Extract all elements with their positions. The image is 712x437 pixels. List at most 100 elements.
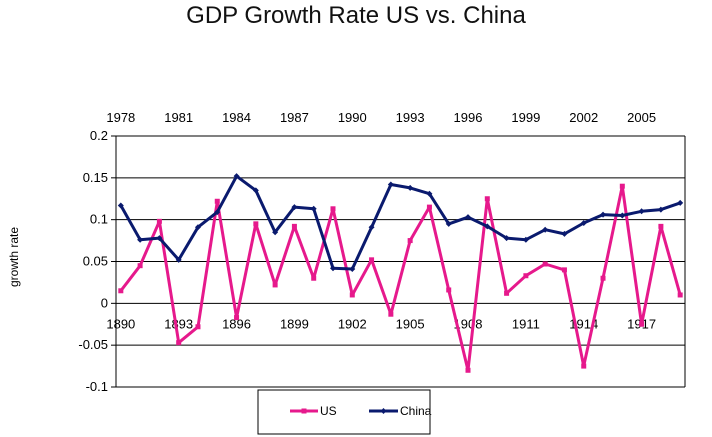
legend: US China — [257, 389, 432, 435]
us-data-point — [118, 288, 124, 294]
us-data-point — [137, 263, 143, 269]
china-data-point — [252, 187, 259, 194]
x-top-tick-label: 1993 — [396, 110, 425, 125]
y-axis-label: growth rate — [7, 227, 21, 287]
china-data-point — [522, 236, 529, 243]
x-bottom-tick-label: 1905 — [396, 316, 425, 331]
us-data-point — [619, 183, 625, 189]
x-top-tick-label: 1999 — [511, 110, 540, 125]
us-data-point — [176, 340, 182, 346]
china-data-point — [407, 184, 414, 191]
china-data-point — [214, 209, 221, 216]
china-data-point — [387, 181, 394, 188]
us-data-point — [234, 315, 240, 321]
china-data-point — [580, 220, 587, 227]
us-data-point — [272, 282, 278, 288]
us-series-line — [119, 184, 682, 372]
x-top-tick-label: 1996 — [454, 110, 483, 125]
us-data-point — [407, 238, 413, 244]
us-data-point — [311, 275, 317, 281]
china-data-point — [329, 265, 336, 272]
x-bottom-tick-label: 1893 — [164, 316, 193, 331]
axes — [111, 135, 686, 388]
china-data-point — [619, 212, 626, 219]
china-data-point — [638, 208, 645, 215]
x-top-tick-label: 1990 — [338, 110, 367, 125]
x-bottom-tick-label: 1902 — [338, 316, 367, 331]
us-data-point — [369, 257, 375, 263]
us-data-point — [388, 311, 394, 317]
china-data-point — [175, 256, 182, 263]
us-data-point — [523, 273, 529, 279]
y-tick-label: -0.05 — [78, 337, 108, 352]
legend-marker-us — [301, 408, 307, 414]
china-data-point — [194, 224, 201, 231]
china-data-point — [310, 205, 317, 212]
china-data-point — [349, 266, 356, 273]
china-data-point — [600, 211, 607, 218]
china-data-point — [137, 236, 144, 243]
us-data-point — [561, 267, 567, 273]
us-data-point — [639, 321, 645, 327]
china-data-point — [156, 235, 163, 242]
us-data-point — [658, 223, 664, 229]
x-bottom-tick-label: 1896 — [222, 316, 251, 331]
china-data-point — [233, 173, 240, 180]
china-data-point — [677, 199, 684, 206]
us-data-point — [214, 198, 220, 204]
china-data-point — [272, 229, 279, 236]
y-tick-label: 0.05 — [83, 254, 108, 269]
gridlines — [116, 135, 685, 388]
us-data-point — [156, 218, 162, 224]
china-data-point — [657, 206, 664, 213]
y-tick-label: 0.15 — [83, 170, 108, 185]
us-data-point — [484, 196, 490, 202]
us-data-point — [465, 367, 471, 373]
us-data-point — [504, 290, 510, 296]
x-bottom-tick-label: 1911 — [512, 316, 540, 331]
china-data-point — [465, 214, 472, 221]
y-tick-label: 0.1 — [90, 212, 108, 227]
china-data-point — [426, 190, 433, 197]
y-tick-labels: 0.2 0.15 0.1 0.05 0 -0.05 -0.1 — [78, 128, 108, 394]
us-data-point — [581, 363, 587, 369]
x-top-tick-label: 1978 — [106, 110, 135, 125]
y-tick-label: -0.1 — [86, 379, 108, 394]
us-data-point — [677, 292, 683, 298]
us-data-point — [446, 287, 452, 293]
x-top-tick-label: 2005 — [627, 110, 656, 125]
series-lines — [117, 173, 684, 373]
us-data-point — [195, 324, 201, 330]
china-data-point — [561, 230, 568, 237]
x-top-tick-label: 1984 — [222, 110, 251, 125]
x-top-tick-label: 2002 — [569, 110, 598, 125]
legend-label-china: China — [400, 404, 432, 418]
china-data-point — [503, 235, 510, 242]
legend-label-us: US — [320, 404, 337, 418]
us-data-point — [426, 204, 432, 210]
y-tick-label: 0 — [101, 295, 108, 310]
china-data-point — [368, 224, 375, 231]
us-data-point — [291, 223, 297, 229]
x-top-tick-labels: 1978 1981 1984 1987 1990 1993 1996 1999 2002 2005 — [106, 110, 656, 125]
chart-title: GDP Growth Rate US vs. China — [186, 2, 526, 29]
us-data-point — [330, 206, 336, 212]
x-bottom-tick-label: 1890 — [106, 316, 135, 331]
us-data-point — [349, 292, 355, 298]
x-bottom-tick-label: 1908 — [454, 316, 483, 331]
us-data-point — [600, 275, 606, 281]
us-data-point — [542, 261, 548, 267]
us-data-point — [253, 221, 259, 227]
china-data-point — [542, 226, 549, 233]
x-bottom-tick-label: 1899 — [280, 316, 309, 331]
legend-box — [257, 389, 431, 435]
china-data-point — [291, 204, 298, 211]
china-series-line — [119, 174, 681, 271]
x-top-tick-label: 1981 — [164, 110, 193, 125]
y-tick-label: 0.2 — [90, 128, 108, 143]
x-top-tick-label: 1987 — [280, 110, 309, 125]
legend-marker-china — [380, 408, 387, 414]
china-data-point — [117, 202, 124, 209]
china-data-point — [484, 223, 491, 230]
